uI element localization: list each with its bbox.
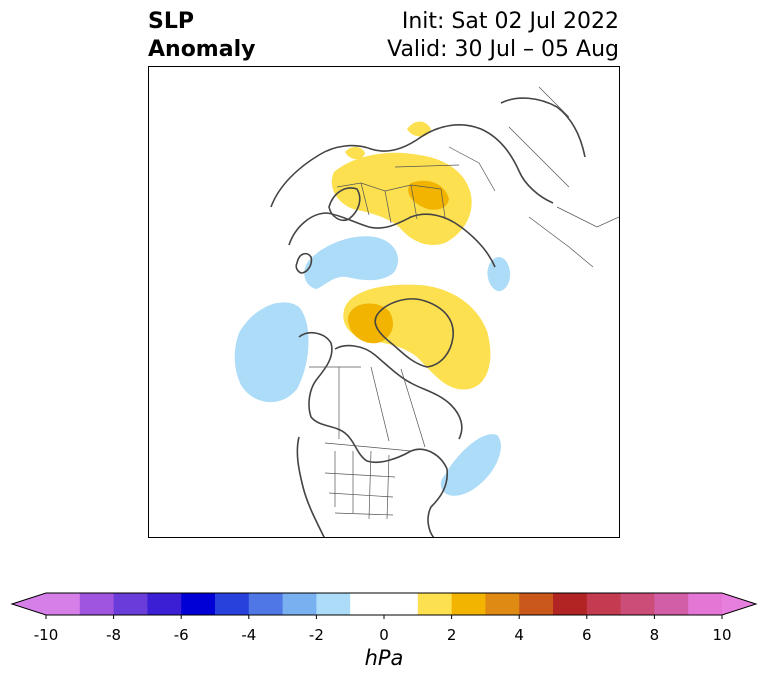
coastlines: [270, 97, 586, 537]
colorbar-bin: [519, 593, 554, 615]
map-no-data-band: [149, 283, 155, 319]
colorbar-tick-label: 0: [379, 626, 389, 644]
anomaly-negative-atlantic: [440, 434, 501, 496]
colorbar-tick-label: -10: [33, 626, 59, 644]
colorbar-bin: [688, 593, 723, 615]
colorbar-units: hPa: [364, 646, 404, 670]
colorbar-tick-label: -8: [106, 626, 122, 644]
colorbar-bin: [147, 593, 182, 615]
init-date: Init: Sat 02 Jul 2022: [401, 9, 619, 34]
colorbar-low-extension: [12, 593, 46, 615]
colorbar-bin: [316, 593, 351, 615]
colorbar-svg: [10, 592, 758, 619]
colorbar-bin: [282, 593, 317, 615]
anomaly-positive-small-1: [345, 146, 365, 160]
colorbar-tick-label: -6: [173, 626, 189, 644]
colorbar-bin: [417, 593, 453, 615]
map-panel: [148, 66, 620, 538]
colorbar-tick-label: 4: [514, 626, 524, 644]
colorbar-tick-label: -2: [308, 626, 324, 644]
colorbar-bin: [384, 593, 419, 615]
colorbar-bin: [350, 593, 385, 615]
title-line-1: SLP: [148, 9, 194, 34]
colorbar-bin: [451, 593, 486, 615]
chart-title: SLP Anomaly: [148, 8, 255, 64]
anomaly-positive-greenland-core: [347, 303, 393, 344]
colorbar-tick-label: -4: [241, 626, 257, 644]
colorbar-bin: [553, 593, 588, 615]
colorbar-tick-label: 6: [582, 626, 592, 644]
country-borders: [309, 86, 619, 520]
anomaly-negative-alaska: [234, 302, 309, 403]
colorbar-bin: [654, 593, 689, 615]
colorbar-tick-label: 8: [649, 626, 660, 644]
colorbar-bin: [620, 593, 655, 615]
anomaly-negative-europe: [304, 236, 399, 289]
colorbar-bin: [215, 593, 250, 615]
colorbar-tick-label: 2: [446, 626, 457, 644]
colorbar-bin: [113, 593, 148, 615]
colorbar-bin: [46, 593, 81, 615]
colorbar-bin: [79, 593, 115, 615]
colorbar-bin: [181, 593, 216, 615]
colorbar-bin: [248, 593, 284, 615]
date-info: Init: Sat 02 Jul 2022 Valid: 30 Jul – 05…: [387, 8, 619, 64]
anomaly-map: [149, 86, 619, 537]
colorbar: [0, 585, 768, 625]
colorbar-bin: [485, 593, 520, 615]
anomaly-positive-eurasia: [331, 152, 472, 246]
anomaly-positive-eurasia-core: [408, 180, 449, 210]
title-line-2: Anomaly: [148, 37, 256, 62]
colorbar-tick-label: 10: [712, 626, 732, 644]
valid-range: Valid: 30 Jul – 05 Aug: [387, 37, 619, 62]
anomaly-positive-small-2: [407, 121, 431, 137]
anomaly-negative-siberia: [487, 256, 511, 292]
colorbar-high-extension: [722, 593, 756, 615]
colorbar-bin: [586, 593, 622, 615]
